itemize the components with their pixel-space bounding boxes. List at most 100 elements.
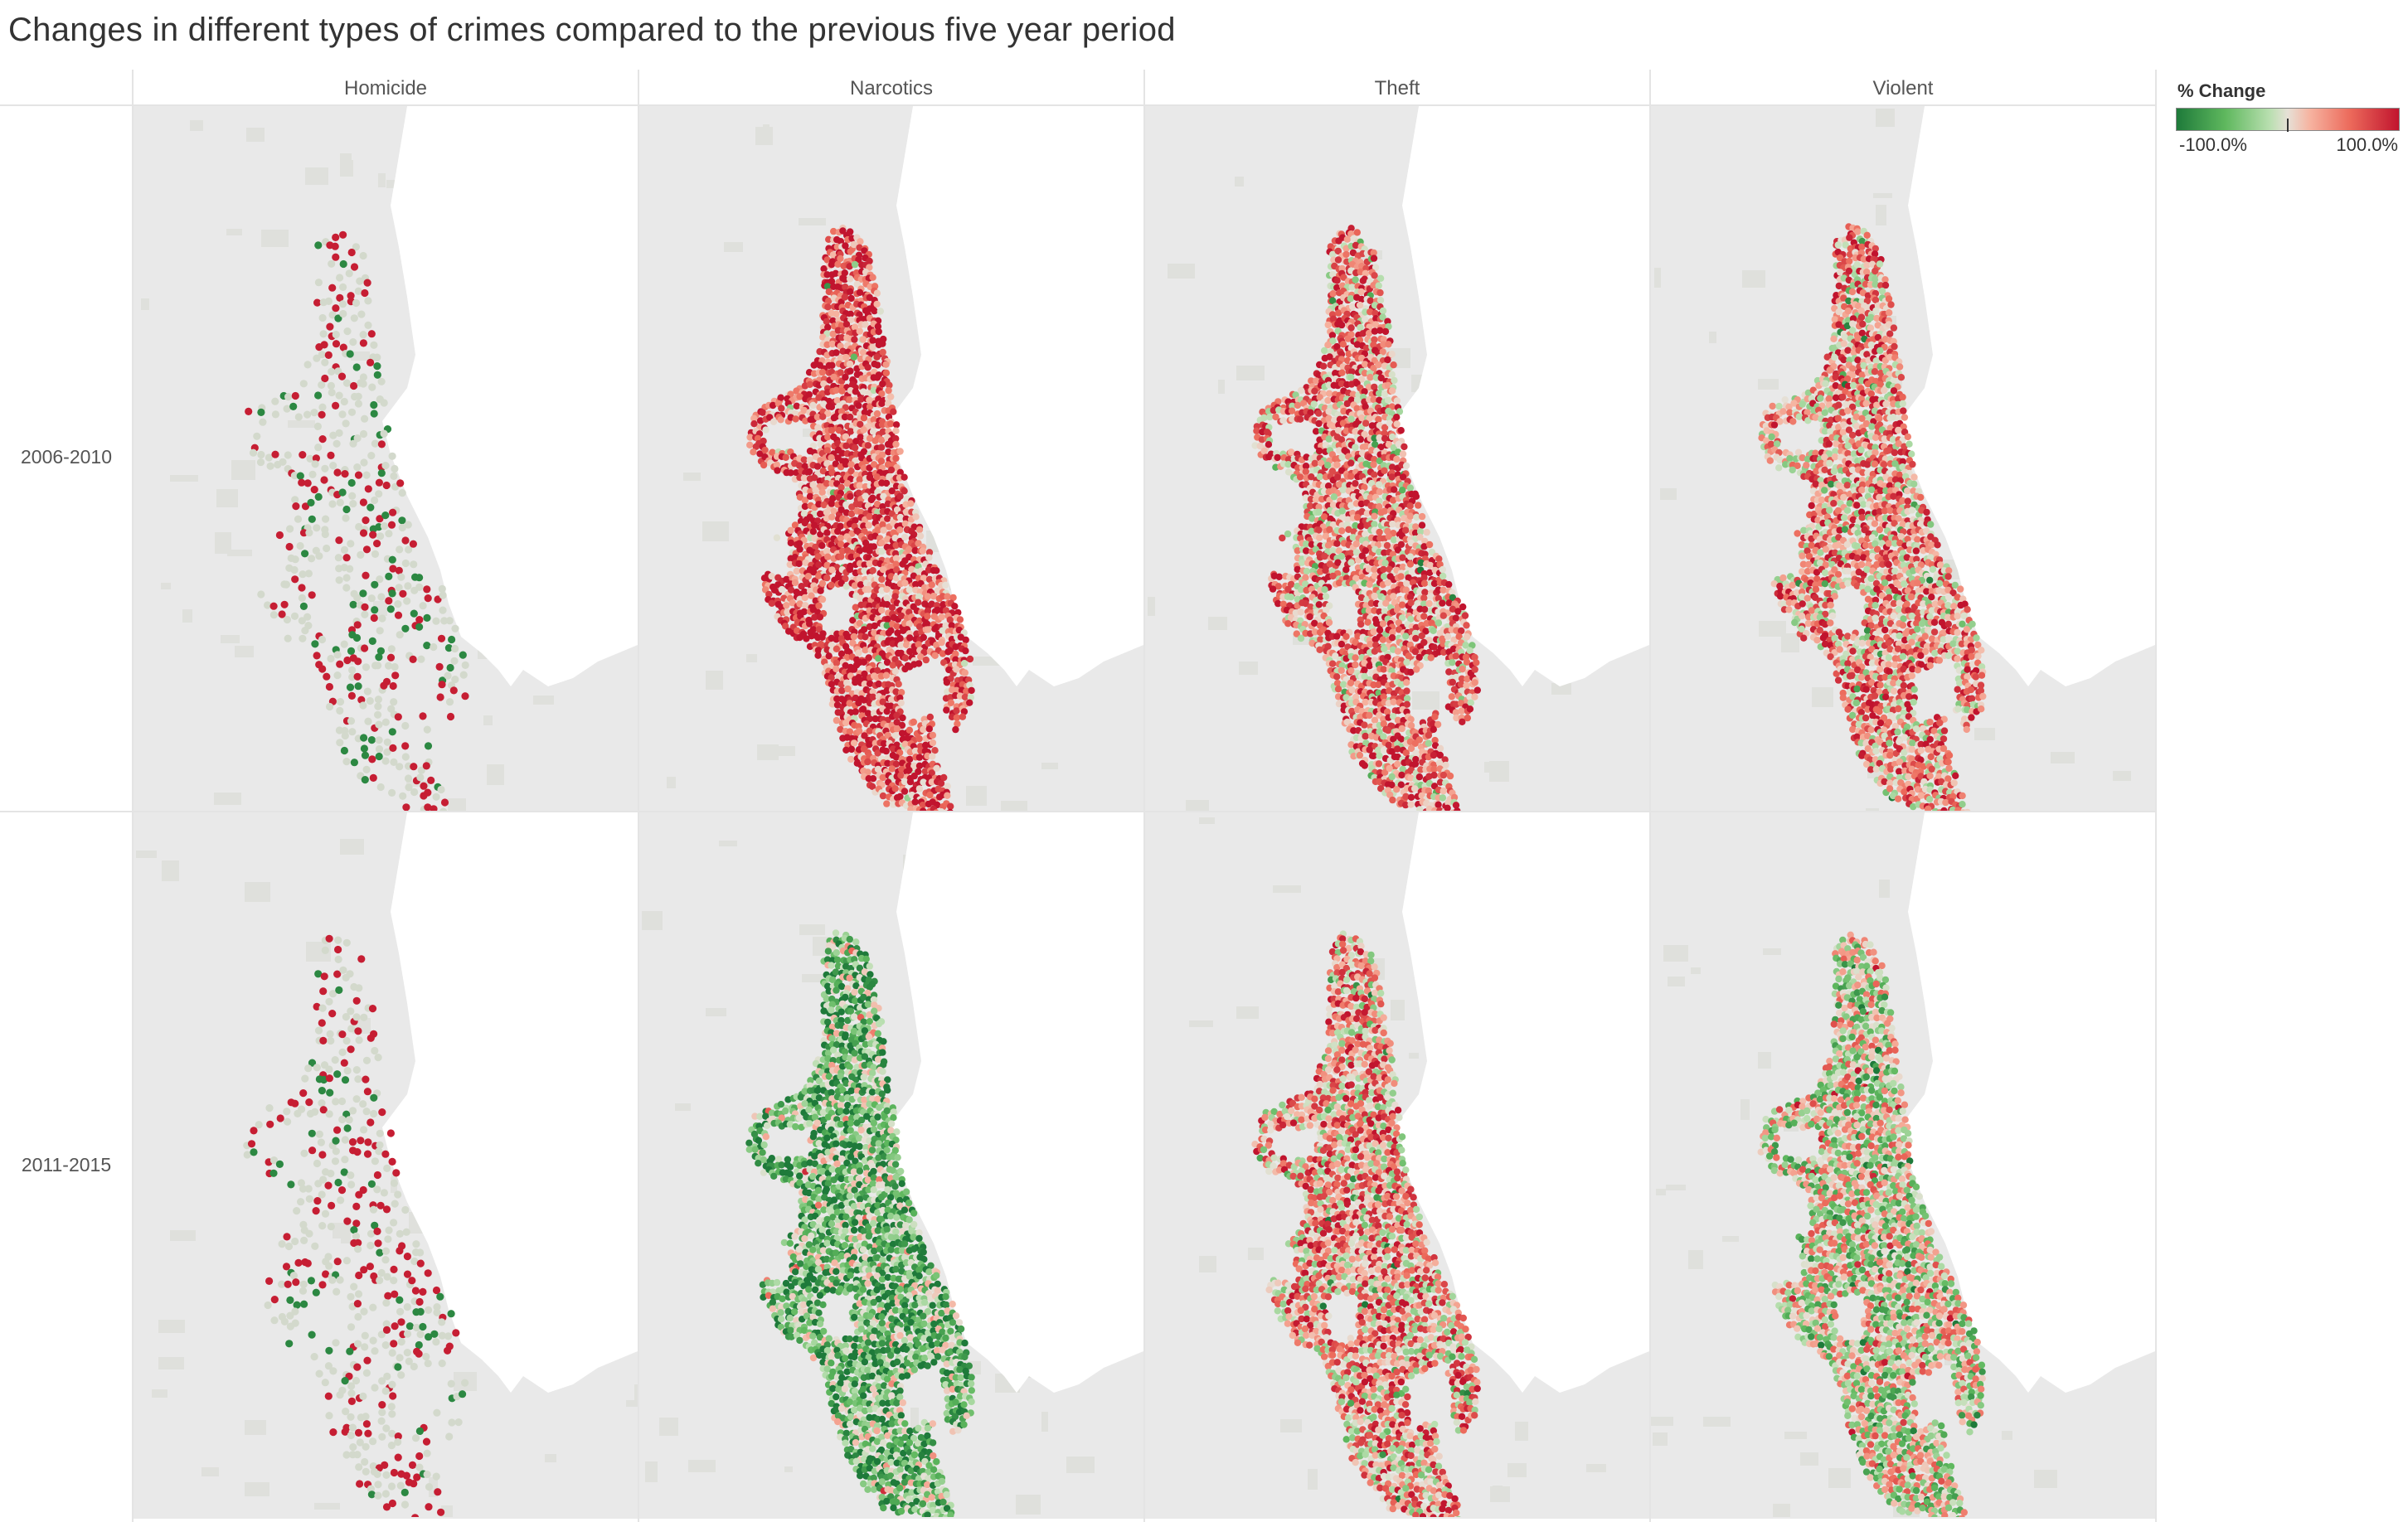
crime-dot (1420, 613, 1428, 620)
crime-dot (353, 594, 362, 602)
crime-dot (1380, 733, 1387, 740)
crime-dot (266, 462, 274, 470)
crime-dot (884, 731, 891, 739)
crime-dot (1329, 572, 1337, 580)
crime-dot (876, 308, 884, 315)
crime-dot (359, 380, 367, 388)
crime-dot (303, 361, 312, 369)
crime-dot (907, 500, 915, 507)
crime-dot (953, 707, 960, 715)
crime-dot (299, 570, 307, 579)
crime-dot (1449, 645, 1458, 652)
crime-dot (1388, 781, 1396, 789)
crime-dot (801, 502, 809, 511)
crime-dot (778, 585, 786, 594)
crime-dot (1449, 605, 1457, 613)
crime-dot (1348, 686, 1356, 694)
crime-dot (928, 778, 935, 786)
park-block (1235, 177, 1244, 187)
crime-dot (910, 772, 918, 780)
crime-dot (1336, 481, 1343, 488)
crime-dot (925, 575, 934, 584)
crime-dot (1306, 613, 1313, 621)
crime-dot (1381, 429, 1388, 437)
crime-dot (359, 589, 367, 598)
crime-dot (269, 611, 278, 619)
crime-dot (430, 642, 438, 652)
crime-dot (847, 461, 855, 468)
crime-dot (825, 288, 833, 296)
crime-dot (906, 647, 914, 656)
crime-dot (1338, 264, 1346, 273)
crime-dot (271, 397, 279, 405)
crime-dot (1352, 540, 1360, 548)
crime-dot (1269, 585, 1277, 593)
park-block (216, 489, 238, 507)
crime-dot (315, 552, 323, 560)
crime-dot (354, 657, 362, 666)
crime-dot (417, 766, 425, 774)
crime-dot (314, 279, 323, 287)
crime-dot (837, 681, 845, 688)
crime-dot (894, 629, 901, 637)
crime-dot (869, 428, 877, 435)
park-block (305, 167, 328, 185)
crime-dot (873, 374, 881, 381)
crime-dot (1854, 228, 1862, 235)
crime-dot (953, 714, 961, 721)
crime-dot (1371, 512, 1378, 520)
map-panel-theft-2006-2010[interactable] (1145, 106, 1649, 811)
crime-dot (1311, 619, 1318, 627)
crime-dot (861, 527, 868, 536)
crime-dot (1352, 654, 1359, 662)
crime-dot (815, 561, 823, 569)
crime-dot (376, 627, 384, 635)
crime-dot (1425, 540, 1434, 549)
crime-dot (1357, 435, 1364, 444)
crime-dot (874, 765, 882, 773)
crime-dot (940, 659, 948, 666)
crime-dot (1393, 455, 1401, 463)
map-panel-homicide-2006-2010[interactable] (134, 106, 638, 811)
crime-dot (1342, 427, 1350, 434)
crime-dot (394, 713, 402, 721)
crime-dot (1284, 585, 1292, 594)
crime-dot (1872, 296, 1880, 304)
crime-dot (887, 696, 896, 704)
crime-dot (424, 803, 432, 811)
crime-dot (800, 456, 808, 463)
crime-dot (849, 639, 857, 647)
crime-dot (842, 460, 850, 468)
crime-dot (352, 243, 360, 251)
crime-dot (1365, 329, 1373, 337)
crime-dot (362, 545, 371, 554)
crime-dot (833, 349, 840, 356)
crime-dot (350, 263, 359, 271)
crime-dot (336, 660, 344, 668)
map-panel-violent-2006-2010[interactable] (1651, 106, 2155, 811)
crime-dot (842, 353, 850, 361)
park-block (706, 671, 723, 690)
crime-dot (1462, 642, 1469, 649)
crime-dot (1445, 580, 1453, 589)
park-block (215, 532, 231, 554)
crime-dot (1877, 369, 1885, 377)
crime-dot (340, 397, 348, 406)
crime-dot (1366, 662, 1373, 670)
crime-dot (271, 450, 279, 458)
crime-dot (1436, 744, 1444, 752)
crime-dot (1471, 679, 1478, 686)
crime-dot (349, 439, 357, 448)
park-block (757, 744, 779, 760)
map-panel-narcotics-2006-2010[interactable] (639, 106, 1143, 811)
crime-dot (1389, 497, 1397, 504)
crime-dot (1860, 255, 1867, 263)
crime-dot (1826, 366, 1833, 374)
crime-dot (1463, 658, 1471, 666)
crime-dot (1376, 608, 1383, 616)
park-block (1551, 683, 1571, 695)
crime-dot (1394, 647, 1402, 655)
crime-dot (925, 725, 933, 733)
crime-dot (342, 514, 350, 522)
crime-dot (857, 434, 864, 441)
